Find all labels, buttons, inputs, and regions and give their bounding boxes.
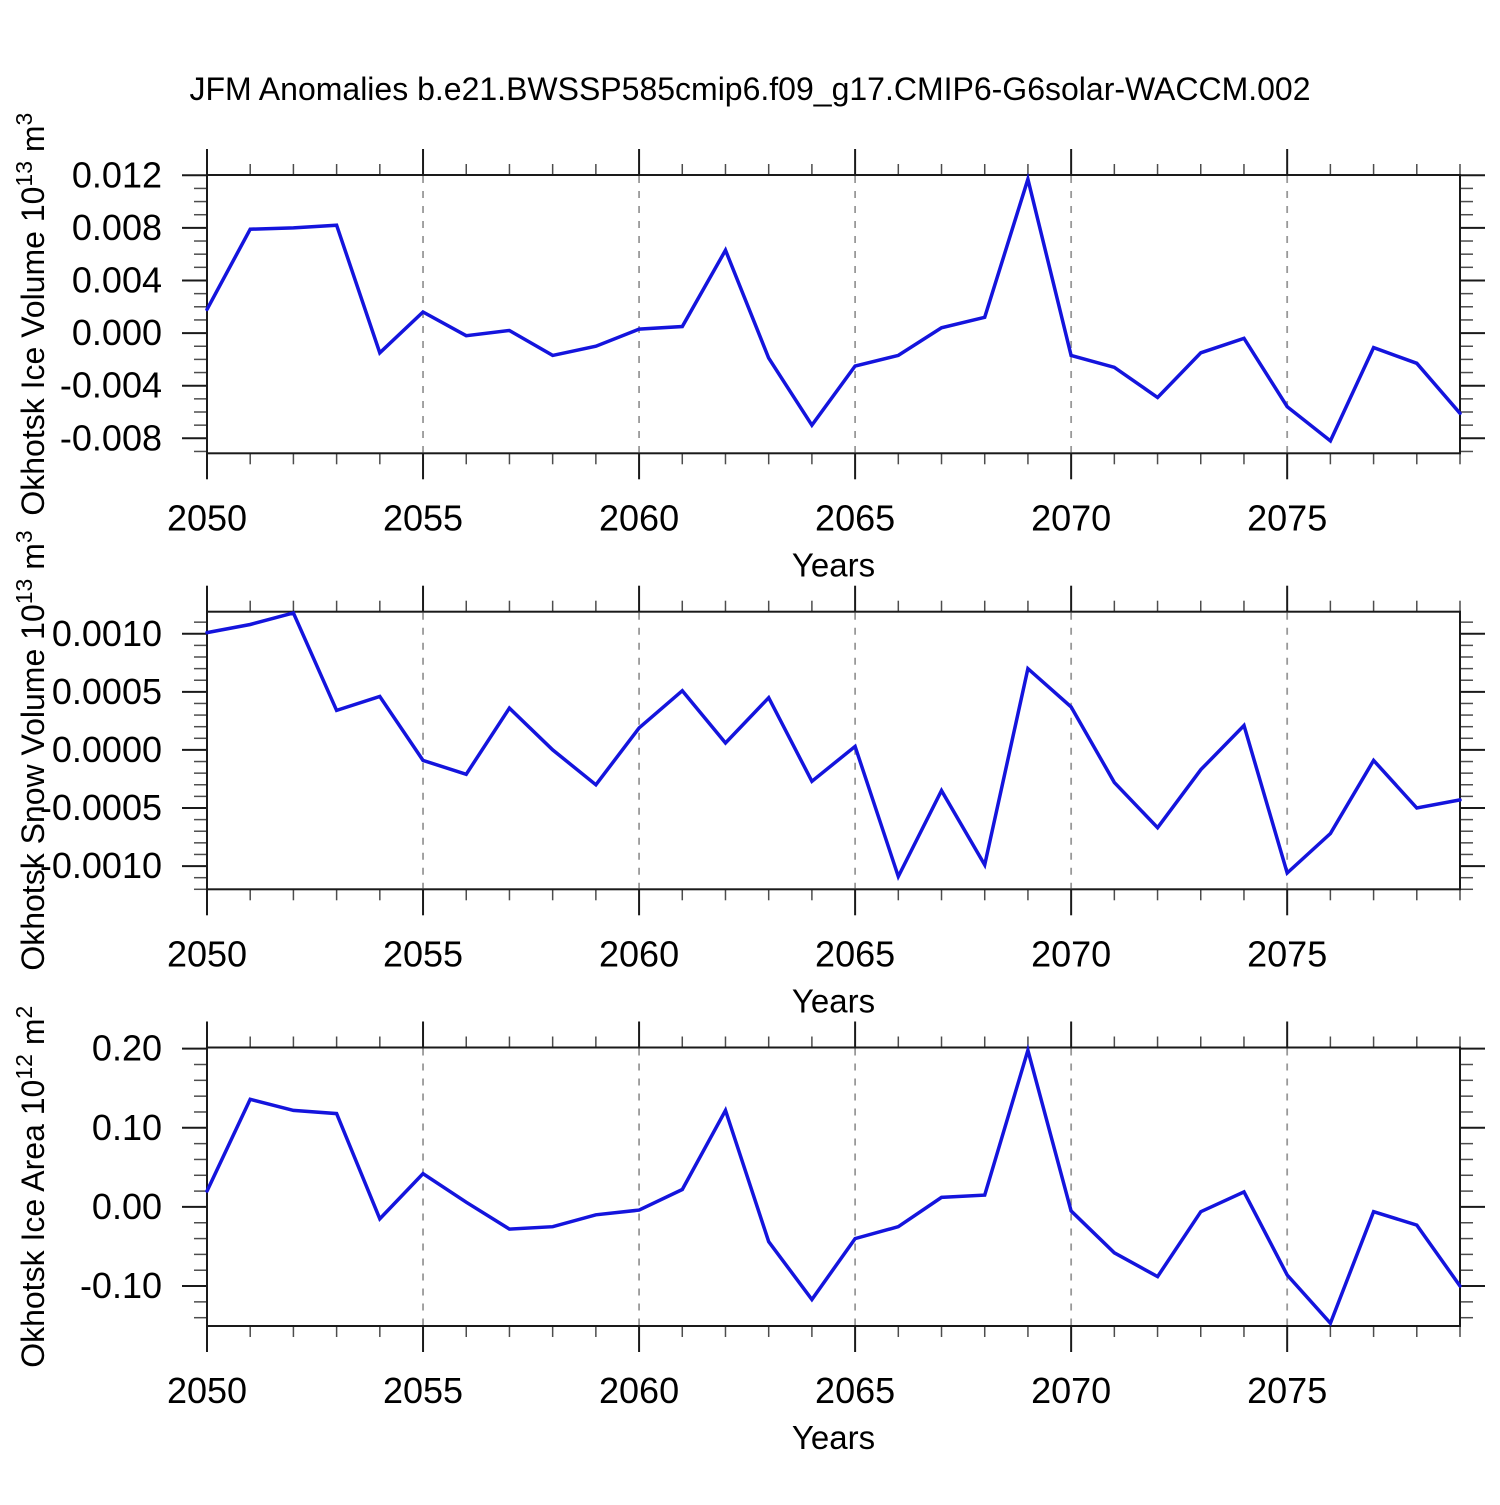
x-tick-label: 2075 (1247, 933, 1327, 974)
x-tick-label: 2060 (599, 1370, 679, 1411)
y-tick-label: 0.10 (92, 1107, 162, 1148)
y-tick-label: 0.00 (92, 1186, 162, 1227)
y-axis-title: Okhotsk Ice Area 1012 m2 (11, 1006, 51, 1368)
x-tick-label: 2060 (599, 497, 679, 538)
y-tick-label: 0.008 (72, 207, 162, 248)
plot-frame (206, 610, 1461, 891)
data-line-okhotsk-ice-area (205, 1043, 1462, 1327)
x-tick-label: 2060 (599, 933, 679, 974)
y-tick-label: 0.0000 (52, 729, 162, 770)
y-tick-label: 0.004 (72, 259, 162, 300)
x-tick-label: 2050 (167, 497, 247, 538)
y-tick-label: -0.0010 (40, 845, 162, 886)
x-axis-title: Years (792, 1419, 875, 1456)
x-tick-label: 2050 (167, 933, 247, 974)
x-tick-label: 2070 (1031, 1370, 1111, 1411)
y-tick-label: -0.0005 (40, 787, 162, 828)
subplot-okhotsk-ice-area: 0.20 0.10 0.00 -0.10 2050 2055 2060 2065 2070 207… (11, 1006, 1485, 1456)
data-line-okhotsk-snow-volume (205, 610, 1462, 882)
chart-title: JFM Anomalies b.e21.BWSSP585cmip6.f09_g1… (189, 71, 1311, 107)
y-tick-label: 0.20 (92, 1028, 162, 1069)
x-tick-label: 2065 (815, 497, 895, 538)
x-tick-label: 2065 (815, 933, 895, 974)
y-tick-label: 0.0010 (52, 613, 162, 654)
y-tick-label: 0.0005 (52, 671, 162, 712)
x-tick-label: 2070 (1031, 497, 1111, 538)
x-tick-label: 2070 (1031, 933, 1111, 974)
x-tick-label: 2075 (1247, 1370, 1327, 1411)
x-tick-label: 2050 (167, 1370, 247, 1411)
x-tick-label: 2075 (1247, 497, 1327, 538)
y-axis-title: Okhotsk Snow Volume 1013 m3 (11, 530, 51, 970)
y-axis-title: Okhotsk Ice Volume 1013 m3 (11, 113, 51, 516)
y-tick-label: 0.012 (72, 154, 162, 195)
y-tick-label: -0.10 (80, 1265, 162, 1306)
x-tick-label: 2055 (383, 933, 463, 974)
plot-frame (206, 174, 1461, 455)
y-tick-label: -0.004 (60, 365, 162, 406)
x-axis-title: Years (792, 982, 875, 1019)
x-tick-label: 2055 (383, 1370, 463, 1411)
x-tick-label: 2065 (815, 1370, 895, 1411)
subplot-okhotsk-snow-volume: 0.0010 0.0005 0.0000 -0.0005 -0.0010 2050 2055… (11, 530, 1485, 1019)
x-axis-title: Years (792, 546, 875, 583)
plot-frame (206, 1046, 1461, 1327)
y-tick-label: 0.000 (72, 312, 162, 353)
y-tick-label: -0.008 (60, 417, 162, 458)
data-line-okhotsk-ice-volume (205, 172, 1462, 444)
x-tick-label: 2055 (383, 497, 463, 538)
